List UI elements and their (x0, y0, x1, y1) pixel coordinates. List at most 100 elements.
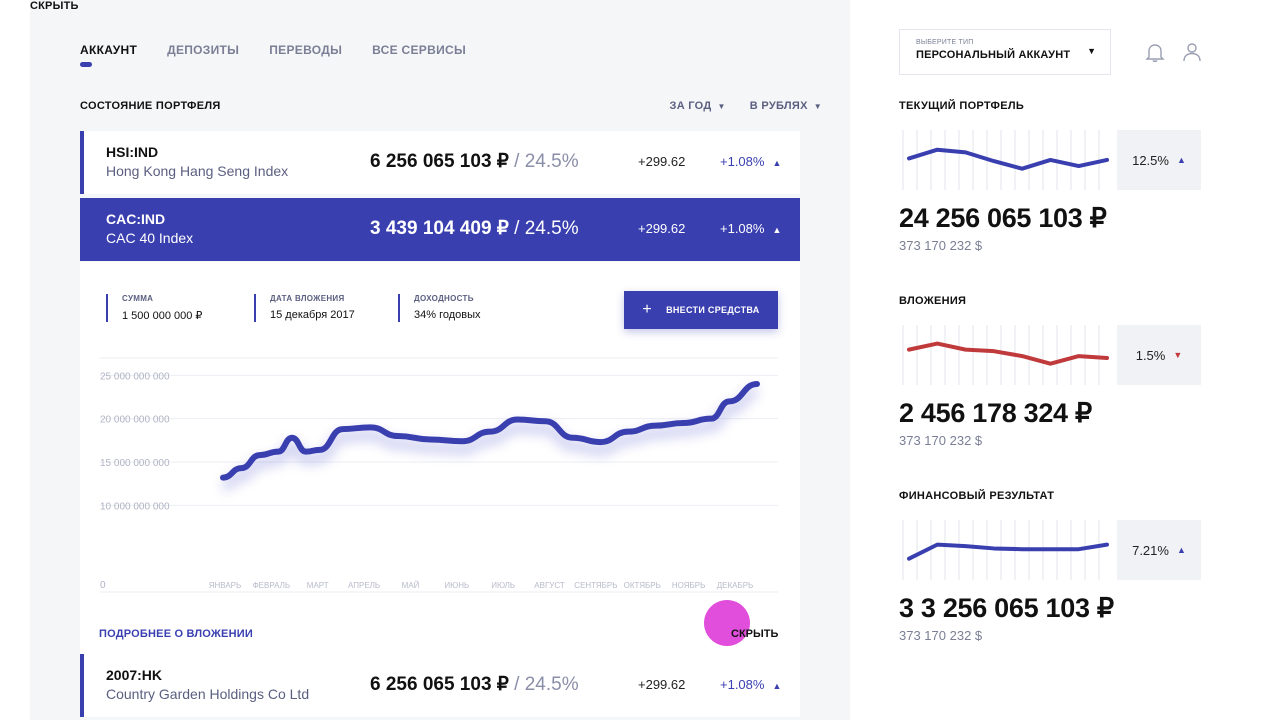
currency-filter-label: В РУБЛЯХ (749, 100, 808, 112)
tab-account[interactable]: АККАУНТ (80, 43, 138, 57)
account-type-value: ПЕРСОНАЛЬНЫЙ АККАУНТ (916, 49, 1071, 61)
row-change-pct: +1.08% ▲ (720, 677, 781, 692)
tab-all-services[interactable]: ВСЕ СЕРВИСЫ (372, 43, 467, 57)
investment-detail: СУММА 1 500 000 000 ₽ ДАТА ВЛОЖЕНИЯ 15 д… (80, 262, 800, 654)
summary-usd: 373 170 232 $ (899, 238, 983, 253)
account-type-select[interactable]: ВЫБЕРИТЕ ТИП ПЕРСОНАЛЬНЫЙ АККАУНТ ▼ (899, 29, 1111, 75)
stat-value: 15 декабря 2017 (270, 309, 355, 321)
row-change: +299.62 (638, 221, 686, 236)
x-tick-label: ИЮНЬ (444, 581, 469, 590)
stat-label: СУММА (122, 294, 154, 303)
summary-percent-badge: 12.5% ▲ (1117, 130, 1201, 190)
touch-indicator (704, 600, 750, 646)
x-tick-label: ЯНВАРЬ (209, 581, 242, 590)
triangle-up-icon: ▲ (772, 681, 782, 691)
user-icon[interactable] (1180, 40, 1204, 64)
summary-title: ФИНАНСОВЫЙ РЕЗУЛЬТАТ (899, 490, 1055, 502)
plus-icon: + (642, 301, 653, 318)
summary-value: 2 456 178 324 ₽ (899, 398, 1092, 428)
row-change-pct-value: +1.08% (720, 677, 765, 692)
period-filter-label: ЗА ГОД (669, 100, 712, 112)
hide-label-top[interactable]: СКРЫТЬ (30, 0, 79, 12)
row-share: / 24.5% (514, 151, 579, 172)
row-amount: 6 256 065 103 ₽ / 24.5% (370, 673, 579, 696)
row-amount-value: 6 256 065 103 ₽ (370, 151, 509, 172)
row-amount: 6 256 065 103 ₽ / 24.5% (370, 150, 579, 173)
row-change-pct-value: +1.08% (720, 154, 765, 169)
triangle-up-icon: ▲ (1176, 155, 1186, 165)
summary-title: ВЛОЖЕНИЯ (899, 295, 967, 307)
spark-line (907, 147, 1109, 171)
spark-line (907, 542, 1109, 561)
summary-percent: 7.21% (1132, 542, 1169, 558)
stat-value: 34% годовых (414, 309, 481, 321)
triangle-up-icon: ▲ (1176, 545, 1186, 555)
portfolio-row-hsi[interactable]: HSI:IND Hong Kong Hang Seng Index 6 256 … (80, 131, 800, 194)
currency-filter[interactable]: В РУБЛЯХ ▼ (750, 100, 822, 112)
stat-amount: СУММА 1 500 000 000 ₽ (106, 294, 202, 322)
portfolio-row-cac[interactable]: CAC:IND CAC 40 Index 3 439 104 409 ₽ / 2… (80, 198, 800, 261)
financial-result-sparkline (902, 520, 1109, 580)
row-change: +299.62 (638, 154, 686, 169)
stat-value: 1 500 000 000 ₽ (122, 310, 203, 322)
row-amount-value: 6 256 065 103 ₽ (370, 674, 509, 695)
triangle-up-icon: ▲ (772, 225, 782, 235)
x-tick-label: МАРТ (307, 581, 329, 590)
triangle-down-icon: ▼ (1173, 350, 1183, 360)
row-amount: 3 439 104 409 ₽ / 24.5% (370, 217, 579, 240)
deposit-funds-button[interactable]: + ВНЕСТИ СРЕДСТВА (624, 291, 778, 329)
row-ticker: 2007:HK (106, 667, 163, 683)
deposit-funds-label: ВНЕСТИ СРЕДСТВА (666, 305, 760, 315)
chevron-down-icon: ▼ (813, 102, 822, 111)
portfolio-filters: ЗА ГОД ▼ В РУБЛЯХ ▼ (670, 100, 823, 112)
summary-title: ТЕКУЩИЙ ПОРТФЕЛЬ (899, 100, 1025, 112)
y-tick-label: 25 000 000 000 (100, 371, 170, 382)
portfolio-sparkline (902, 130, 1109, 190)
x-tick-label: МАЙ (402, 581, 420, 590)
row-share: / 24.5% (514, 218, 579, 239)
row-ticker: HSI:IND (106, 144, 159, 160)
y-tick-label: 0 (100, 580, 106, 591)
y-tick-label: 15 000 000 000 (100, 458, 170, 469)
row-name: Country Garden Holdings Co Ltd (106, 686, 310, 702)
x-tick-label: ФЕВРАЛЬ (253, 581, 291, 590)
chevron-down-icon: ▼ (717, 102, 726, 111)
summary-percent-badge: 7.21% ▲ (1117, 520, 1201, 580)
spark-line (907, 341, 1109, 366)
y-tick-label: 10 000 000 000 (100, 501, 170, 512)
portfolio-row-2007hk[interactable]: 2007:HK Country Garden Holdings Co Ltd 6… (80, 654, 800, 717)
bell-icon[interactable] (1143, 40, 1167, 64)
portfolio-line-chart: 0 10 000 000 000 15 000 000 000 20 000 000 … (100, 357, 778, 593)
summary-percent: 1.5% (1135, 347, 1166, 363)
row-change-pct: +1.08% ▲ (720, 221, 781, 236)
account-type-label: ВЫБЕРИТЕ ТИП (916, 39, 974, 46)
row-share: / 24.5% (514, 674, 579, 695)
row-change: +299.62 (638, 677, 686, 692)
y-tick-label: 20 000 000 000 (100, 415, 170, 426)
row-amount-value: 3 439 104 409 ₽ (370, 218, 509, 239)
summary-percent-badge: 1.5% ▼ (1117, 325, 1201, 385)
x-tick-label: ДЕКАБРЬ (717, 581, 754, 590)
investment-details-link[interactable]: ПОДРОБНЕЕ О ВЛОЖЕНИИ (99, 628, 253, 640)
tab-transfers[interactable]: ПЕРЕВОДЫ (269, 43, 343, 57)
summary-value: 24 256 065 103 ₽ (899, 203, 1107, 233)
summary-value: 3 3 256 065 103 ₽ (899, 593, 1114, 623)
series-line-shadow (222, 387, 758, 491)
active-tab-indicator (80, 62, 92, 67)
x-tick-label: СЕНТЯБРЬ (574, 581, 617, 590)
hide-link[interactable]: СКРЫТЬ (731, 628, 779, 640)
summary-usd: 373 170 232 $ (899, 628, 983, 643)
period-filter[interactable]: ЗА ГОД ▼ (670, 100, 726, 112)
stat-label: ДОХОДНОСТЬ (414, 294, 474, 303)
row-name: Hong Kong Hang Seng Index (106, 163, 289, 179)
investments-sparkline (902, 325, 1109, 385)
tab-deposits[interactable]: ДЕПОЗИТЫ (167, 43, 240, 57)
x-tick-label: ОКТЯБРЬ (624, 581, 661, 590)
x-tick-label: НОЯБРЬ (672, 581, 705, 590)
chevron-down-icon: ▼ (1087, 46, 1096, 56)
stat-yield: ДОХОДНОСТЬ 34% годовых (398, 294, 481, 322)
portfolio-title: СОСТОЯНИЕ ПОРТФЕЛЯ (80, 100, 221, 112)
x-tick-label: АПРЕЛЬ (348, 581, 380, 590)
row-change-pct: +1.08% ▲ (720, 154, 781, 169)
x-tick-label: ИЮЛЬ (491, 581, 515, 590)
